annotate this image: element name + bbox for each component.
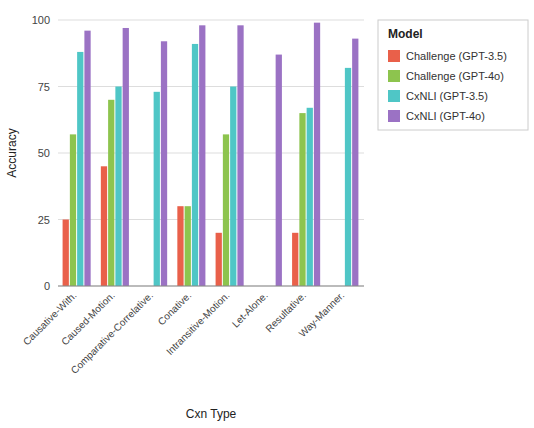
chart: 0255075100Causative-With.Caused-Motion.C…: [0, 0, 534, 428]
bar: [276, 55, 282, 286]
legend-label: CxNLI (GPT-3.5): [406, 90, 488, 102]
bar: [352, 39, 358, 286]
bar: [63, 220, 69, 287]
y-axis-label: Accuracy: [5, 128, 19, 177]
legend-swatch: [388, 110, 400, 122]
legend-box: [378, 20, 528, 130]
bar: [199, 25, 205, 286]
y-tick-label: 0: [44, 280, 50, 292]
legend-label: CxNLI (GPT-4o): [406, 110, 485, 122]
bar: [216, 233, 222, 286]
legend-label: Challenge (GPT-3.5): [406, 50, 507, 62]
x-axis-line: [58, 286, 364, 287]
bar: [77, 52, 83, 286]
bar: [237, 25, 243, 286]
bar: [101, 166, 107, 286]
bar: [230, 87, 236, 287]
legend-label: Challenge (GPT-4o): [406, 70, 504, 82]
bars: [63, 23, 359, 286]
y-tick-label: 100: [32, 14, 50, 26]
x-tick-label: Conative.: [156, 290, 194, 328]
grid-line: [58, 286, 364, 287]
legend-swatch: [388, 70, 400, 82]
bar: [177, 206, 183, 286]
legend-swatch: [388, 50, 400, 62]
bar: [185, 206, 191, 286]
bar: [123, 28, 129, 286]
legend: Model Challenge (GPT-3.5) Challenge (GPT-4…: [378, 20, 528, 130]
y-tick-label: 75: [38, 81, 50, 93]
bar: [70, 134, 76, 286]
grid: [58, 20, 364, 286]
grid-line: [58, 20, 364, 21]
bar: [115, 87, 121, 287]
bar: [154, 92, 160, 286]
bar: [192, 44, 198, 286]
legend-title: Model: [388, 27, 423, 41]
x-axis-label: Cxn Type: [186, 407, 237, 421]
legend-swatch: [388, 90, 400, 102]
background: [0, 0, 534, 428]
bar: [314, 23, 320, 286]
y-tick-label: 50: [38, 147, 50, 159]
x-tick-label: Way-Manner.: [297, 290, 347, 340]
x-tick-label: Let-Alone.: [230, 290, 270, 330]
bar: [223, 134, 229, 286]
y-tick-label: 25: [38, 214, 50, 226]
bar: [161, 41, 167, 286]
x-tick-label: Comparative-Correlative.: [69, 290, 155, 376]
bar: [345, 68, 351, 286]
bar: [108, 100, 114, 286]
bar: [307, 108, 313, 286]
x-tick-label: Intransitive-Motion.: [164, 290, 232, 358]
bar: [84, 31, 90, 286]
bar: [299, 113, 305, 286]
bar: [292, 233, 298, 286]
